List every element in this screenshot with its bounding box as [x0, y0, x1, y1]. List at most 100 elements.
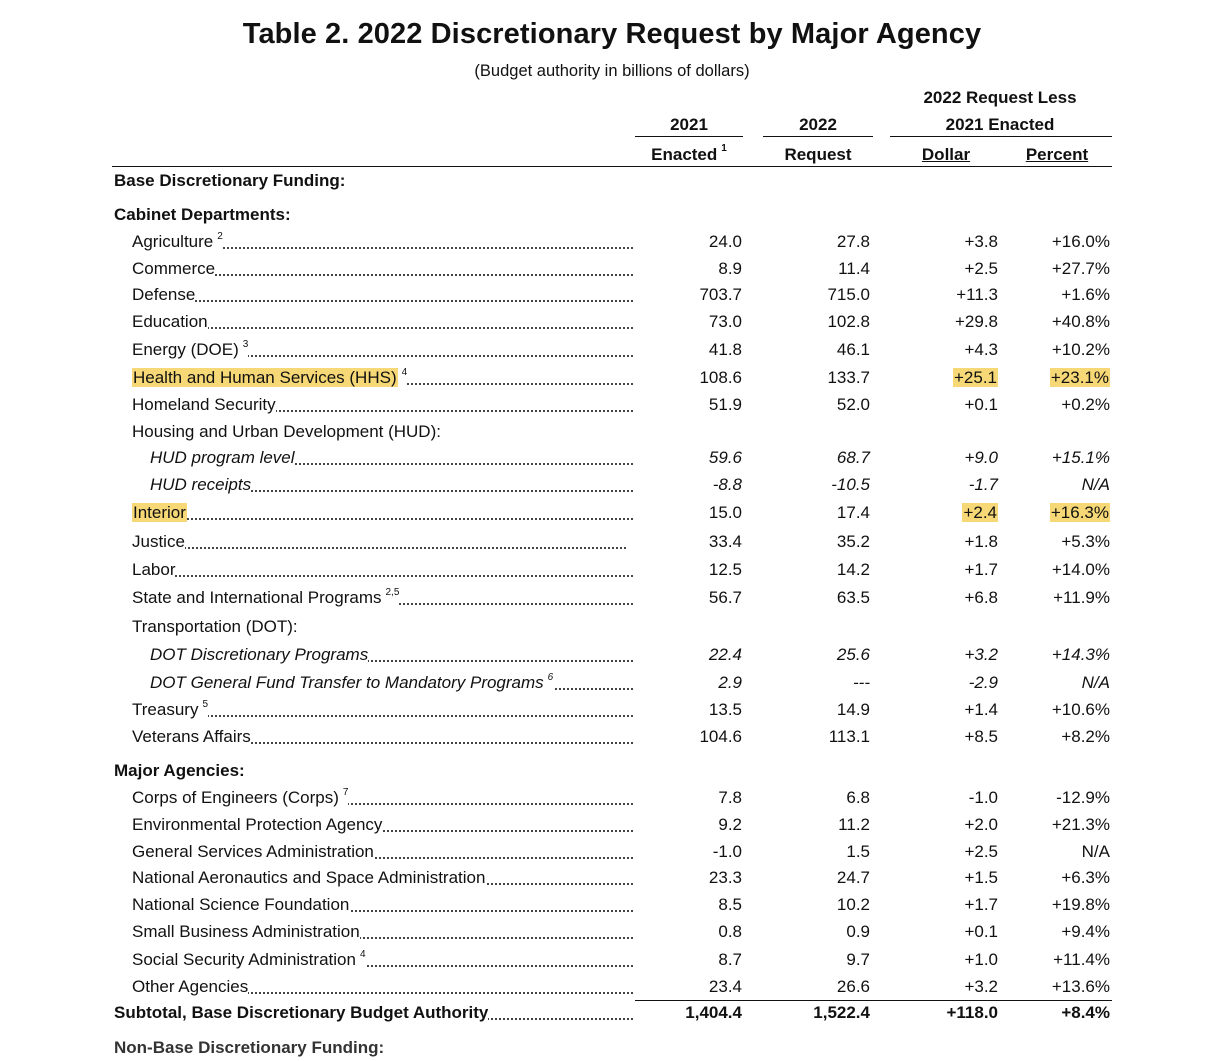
percent-change-cell: +14.0% — [1010, 557, 1110, 583]
cell-value: 8.7 — [718, 950, 742, 969]
row-label-text: General Services Administration — [132, 842, 374, 861]
request-2022-cell: 14.2 — [770, 557, 870, 583]
percent-change-cell: +10.6% — [1010, 697, 1110, 723]
cell-value: 22.4 — [708, 645, 742, 664]
cell-value: 46.1 — [836, 340, 870, 359]
table-row: Commerce 8.9 11.4 +2.5 +27.7% — [0, 256, 1224, 282]
cell-value: 14.9 — [836, 700, 870, 719]
header-percent: Percent — [1010, 145, 1104, 165]
percent-change-cell: +13.6% — [1010, 974, 1110, 1000]
cell-value: --- — [853, 673, 870, 692]
table-row: Transportation (DOT): — [0, 614, 1224, 640]
cell-value: +14.0% — [1051, 560, 1110, 579]
row-label: Defense — [132, 282, 633, 308]
dollar-change-cell — [890, 419, 998, 445]
cell-value: 7.8 — [718, 788, 742, 807]
row-label: HUD program level — [150, 445, 633, 471]
header-rule-2022 — [763, 136, 873, 137]
cell-value: -1.0 — [712, 842, 742, 861]
agency-name: State and International Programs — [132, 588, 382, 607]
percent-change-cell: +19.8% — [1010, 892, 1110, 918]
dollar-change-cell: +6.8 — [890, 585, 998, 611]
cell-value: 2.9 — [718, 673, 742, 692]
dollar-change-cell: +1.0 — [890, 947, 998, 973]
enacted-2021-cell: 8.7 — [640, 947, 742, 973]
request-2022-cell: 52.0 — [770, 392, 870, 418]
cell-value: +0.1 — [964, 922, 998, 941]
percent-change-cell: +40.8% — [1010, 309, 1110, 335]
agency-name: Defense — [132, 285, 196, 304]
table-row: National Aeronautics and Space Administr… — [0, 865, 1224, 891]
percent-change-cell: +16.3% — [1010, 500, 1110, 526]
row-label: Other Agencies — [132, 974, 633, 1000]
enacted-2021-cell: 15.0 — [640, 500, 742, 526]
header-enacted: Enacted 1 — [635, 143, 743, 165]
header-request: Request — [784, 145, 852, 164]
footnote-marker: 7 — [342, 787, 349, 798]
row-label-text: Health and Human Services (HHS) 4 — [132, 368, 408, 387]
row-label: DOT General Fund Transfer to Mandatory P… — [150, 670, 633, 696]
cell-value: 68.7 — [836, 448, 870, 467]
request-2022-cell: 0.9 — [770, 919, 870, 945]
header-bottom-rule — [112, 166, 1112, 167]
header-2022-year: 2022 — [799, 115, 837, 134]
cell-value: 11.2 — [838, 815, 870, 834]
cell-value: -12.9% — [1056, 788, 1110, 807]
subtotal-rule — [635, 1000, 1112, 1001]
cell-value: -1.7 — [968, 475, 998, 494]
header-enacted-footnote: 1 — [721, 143, 727, 154]
table-row: DOT General Fund Transfer to Mandatory P… — [0, 670, 1224, 696]
row-label-text: State and International Programs 2,5 — [132, 588, 400, 607]
dollar-change-cell: +4.3 — [890, 337, 998, 363]
cell-value: 102.8 — [827, 312, 870, 331]
cell-value: +0.1 — [964, 395, 998, 414]
request-2022-cell: 715.0 — [770, 282, 870, 308]
enacted-2021-cell: 22.4 — [640, 642, 742, 668]
request-2022-cell — [770, 419, 870, 445]
enacted-2021-cell: 8.9 — [640, 256, 742, 282]
dollar-change-cell: +1.5 — [890, 865, 998, 891]
percent-change-cell: +21.3% — [1010, 812, 1110, 838]
footnote-marker: 3 — [242, 339, 249, 350]
enacted-2021-cell: 7.8 — [640, 785, 742, 811]
enacted-2021-cell: 9.2 — [640, 812, 742, 838]
enacted-2021-cell: 1,404.4 — [640, 1000, 742, 1026]
percent-change-cell: N/A — [1010, 472, 1110, 498]
row-label: HUD receipts — [150, 472, 633, 498]
dollar-change-cell: +2.5 — [890, 256, 998, 282]
agency-name: Homeland Security — [132, 395, 276, 414]
dollar-change-cell: +29.8 — [890, 309, 998, 335]
percent-change-cell: -12.9% — [1010, 785, 1110, 811]
enacted-2021-cell: 13.5 — [640, 697, 742, 723]
row-label-text: Energy (DOE) 3 — [132, 339, 249, 359]
dollar-change-cell: +0.1 — [890, 919, 998, 945]
enacted-2021-cell: 703.7 — [640, 282, 742, 308]
cell-value: 27.8 — [836, 232, 870, 251]
table-row: Agriculture 2 24.0 27.8 +3.8 +16.0% — [0, 229, 1224, 255]
enacted-2021-cell: 0.8 — [640, 919, 742, 945]
row-label: Homeland Security — [132, 392, 633, 418]
footnote-marker: 6 — [547, 672, 554, 683]
agency-name: National Science Foundation — [132, 895, 350, 914]
dollar-change-cell: +0.1 — [890, 392, 998, 418]
agency-name: Agriculture — [132, 232, 214, 251]
agency-name: Commerce — [132, 259, 216, 278]
cell-value: 73.0 — [708, 312, 742, 331]
table-row: Energy (DOE) 3 41.8 46.1 +4.3 +10.2% — [0, 337, 1224, 363]
cell-value: 24.7 — [836, 868, 870, 887]
agency-name: HUD program level — [150, 448, 295, 467]
cell-value: 108.6 — [699, 368, 742, 387]
percent-change-cell: +15.1% — [1010, 445, 1110, 471]
cell-value: -1.0 — [968, 788, 998, 807]
request-2022-cell: 1.5 — [770, 839, 870, 865]
row-label: Subtotal, Base Discretionary Budget Auth… — [114, 1000, 633, 1026]
section-nonbase-partial: Non-Base Discretionary Funding: — [114, 1038, 385, 1057]
percent-change-cell: +0.2% — [1010, 392, 1110, 418]
enacted-2021-cell: 108.6 — [640, 365, 742, 391]
cell-value: 52.0 — [836, 395, 870, 414]
table-row: Homeland Security 51.9 52.0 +0.1 +0.2% — [0, 392, 1224, 418]
cell-value: 17.4 — [836, 503, 870, 522]
table-row: Corps of Engineers (Corps) 7 7.8 6.8 -1.0 -12… — [0, 785, 1224, 811]
percent-change-cell: +5.3% — [1010, 529, 1110, 555]
agency-name: Energy (DOE) — [132, 340, 239, 359]
